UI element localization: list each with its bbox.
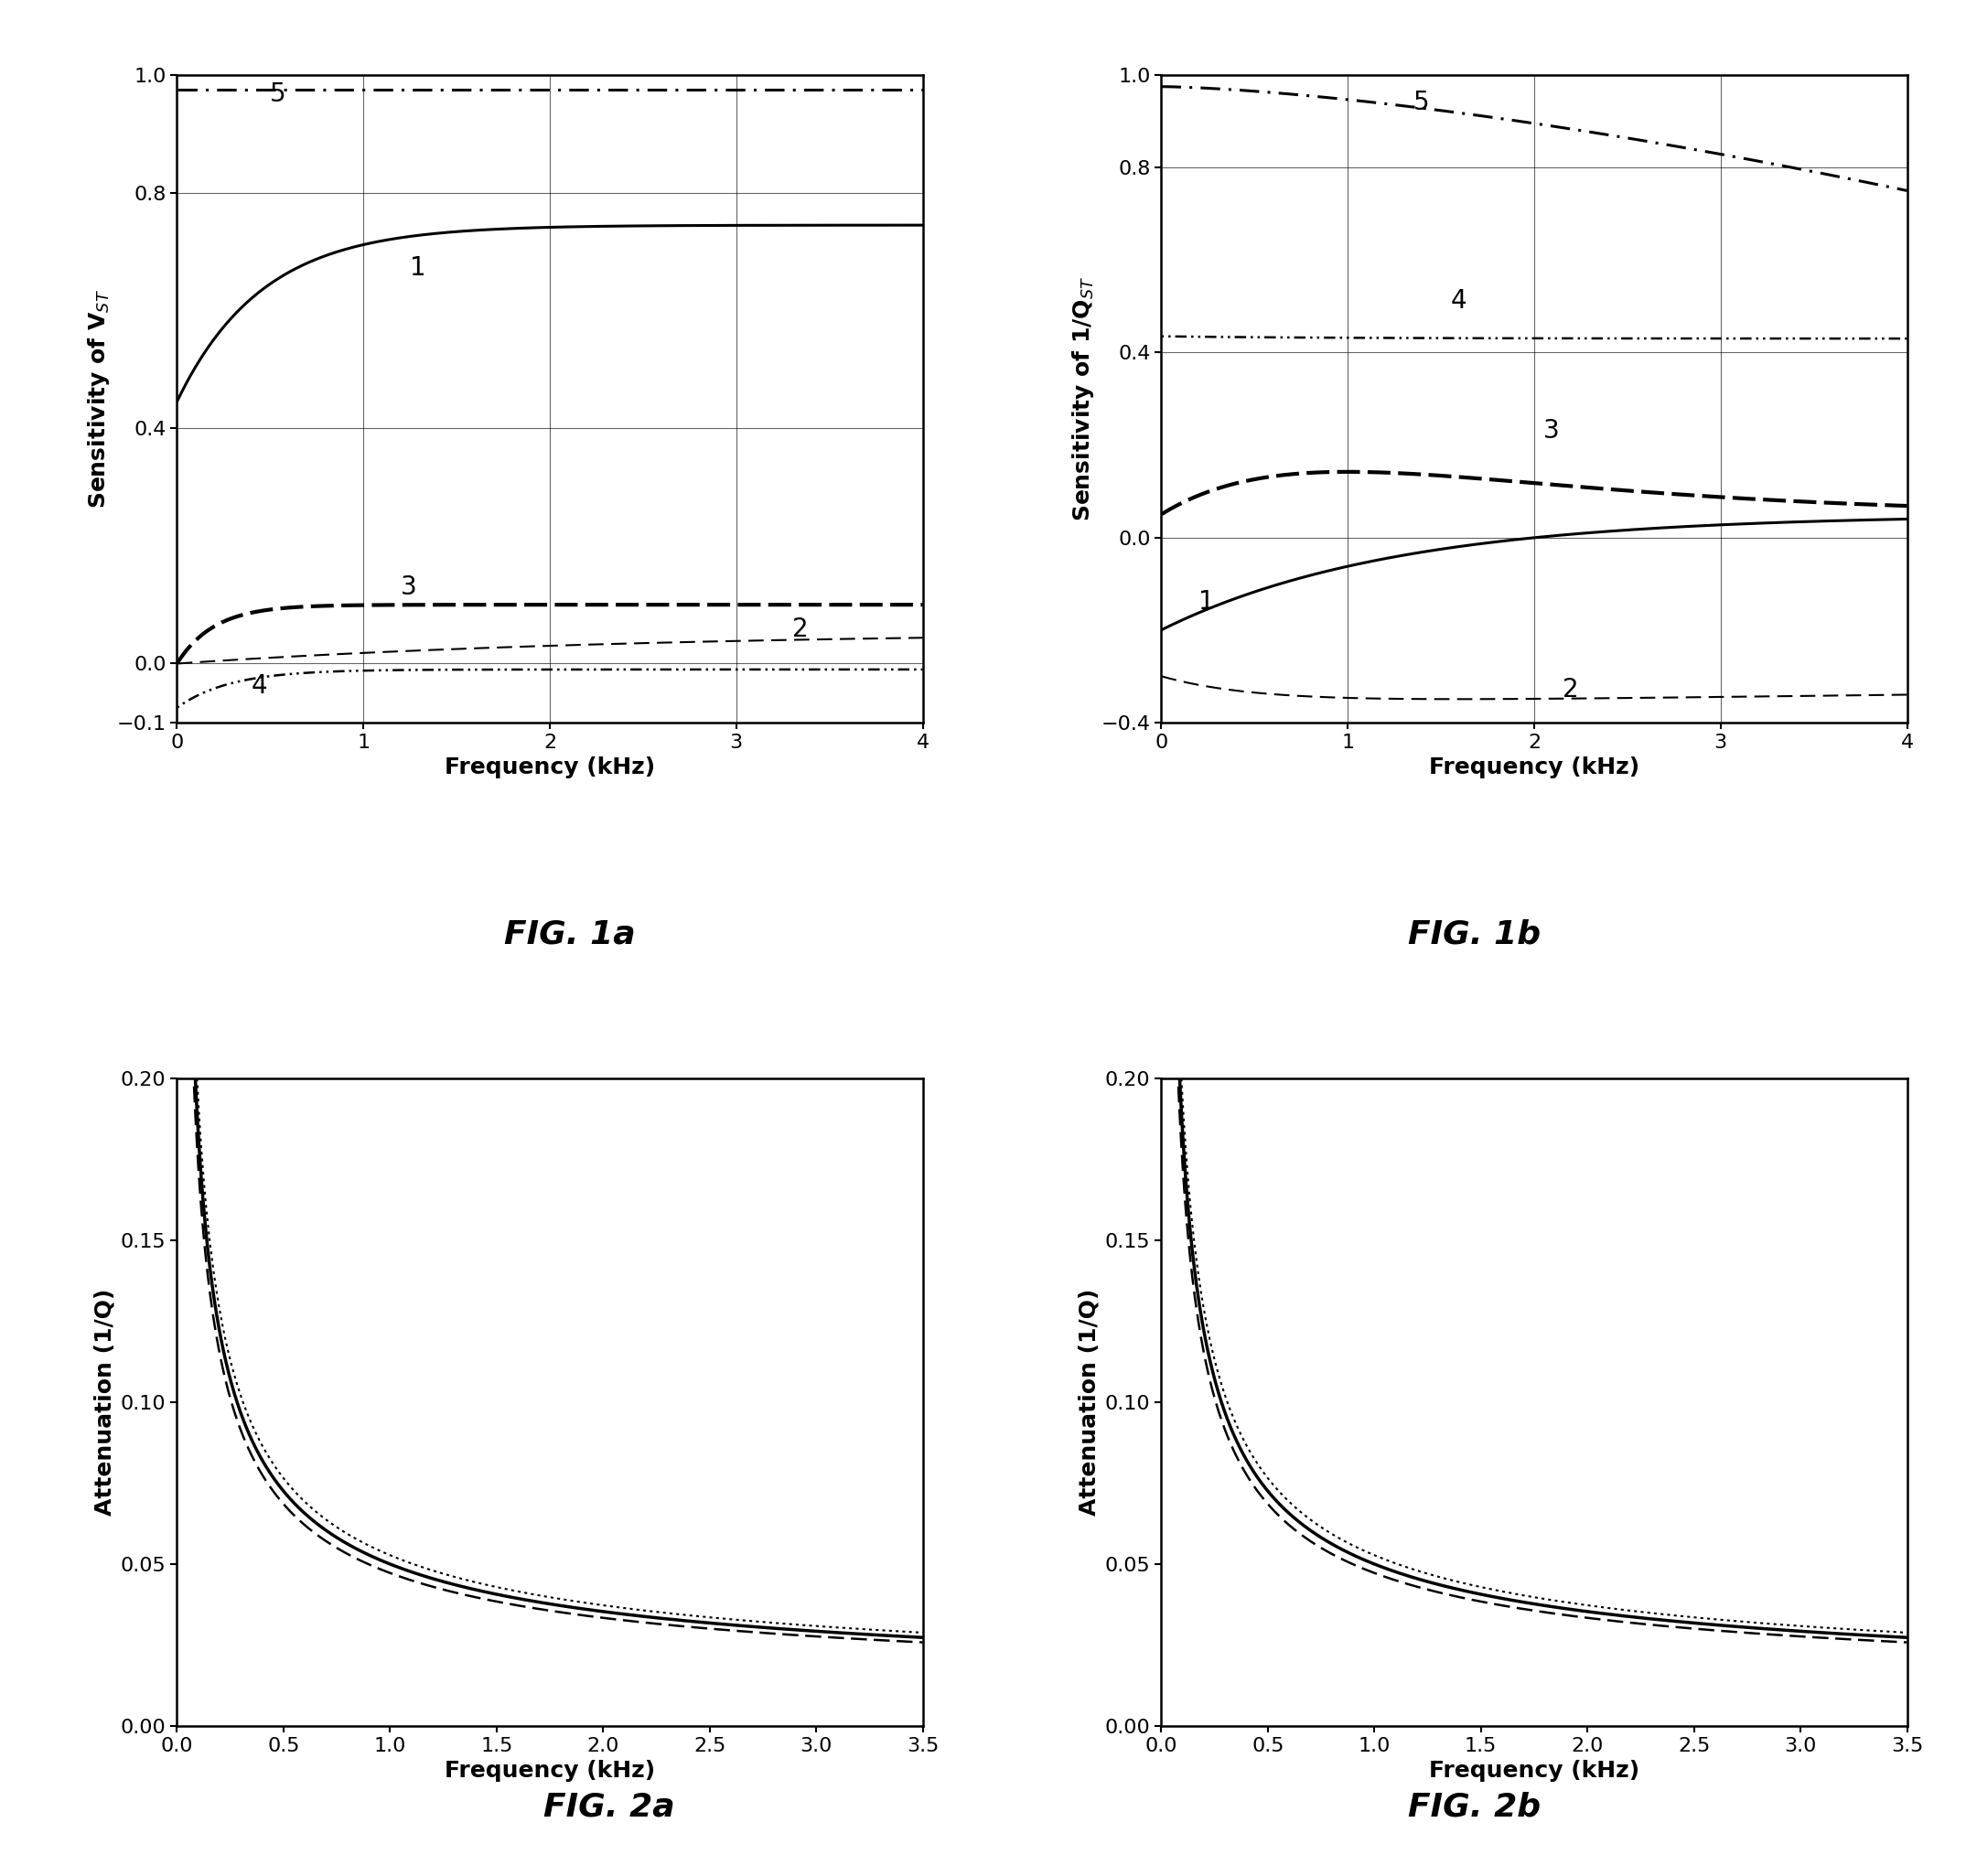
Text: FIG. 2a: FIG. 2a [545, 1792, 674, 1823]
Y-axis label: Attenuation (1/Q): Attenuation (1/Q) [94, 1289, 116, 1516]
Text: 2: 2 [1563, 677, 1579, 702]
Text: 4: 4 [252, 673, 267, 698]
Text: 1: 1 [411, 255, 427, 281]
Text: 1: 1 [1199, 589, 1215, 615]
X-axis label: Frequency (kHz): Frequency (kHz) [444, 756, 655, 779]
X-axis label: Frequency (kHz): Frequency (kHz) [444, 1760, 655, 1782]
Text: FIG. 1a: FIG. 1a [505, 919, 635, 951]
Text: 3: 3 [1543, 418, 1559, 443]
Text: 2: 2 [792, 617, 808, 642]
Text: 3: 3 [401, 574, 417, 600]
Y-axis label: Attenuation (1/Q): Attenuation (1/Q) [1077, 1289, 1099, 1516]
Text: FIG. 1b: FIG. 1b [1408, 919, 1541, 951]
Text: FIG. 2b: FIG. 2b [1408, 1792, 1541, 1823]
X-axis label: Frequency (kHz): Frequency (kHz) [1429, 1760, 1640, 1782]
Text: 5: 5 [269, 81, 287, 107]
Text: 5: 5 [1414, 90, 1429, 114]
Y-axis label: Sensitivity of V$_{ST}$: Sensitivity of V$_{ST}$ [87, 289, 112, 508]
X-axis label: Frequency (kHz): Frequency (kHz) [1429, 756, 1640, 779]
Y-axis label: Sensitivity of 1/Q$_{ST}$: Sensitivity of 1/Q$_{ST}$ [1070, 276, 1095, 522]
Text: 4: 4 [1451, 289, 1467, 313]
